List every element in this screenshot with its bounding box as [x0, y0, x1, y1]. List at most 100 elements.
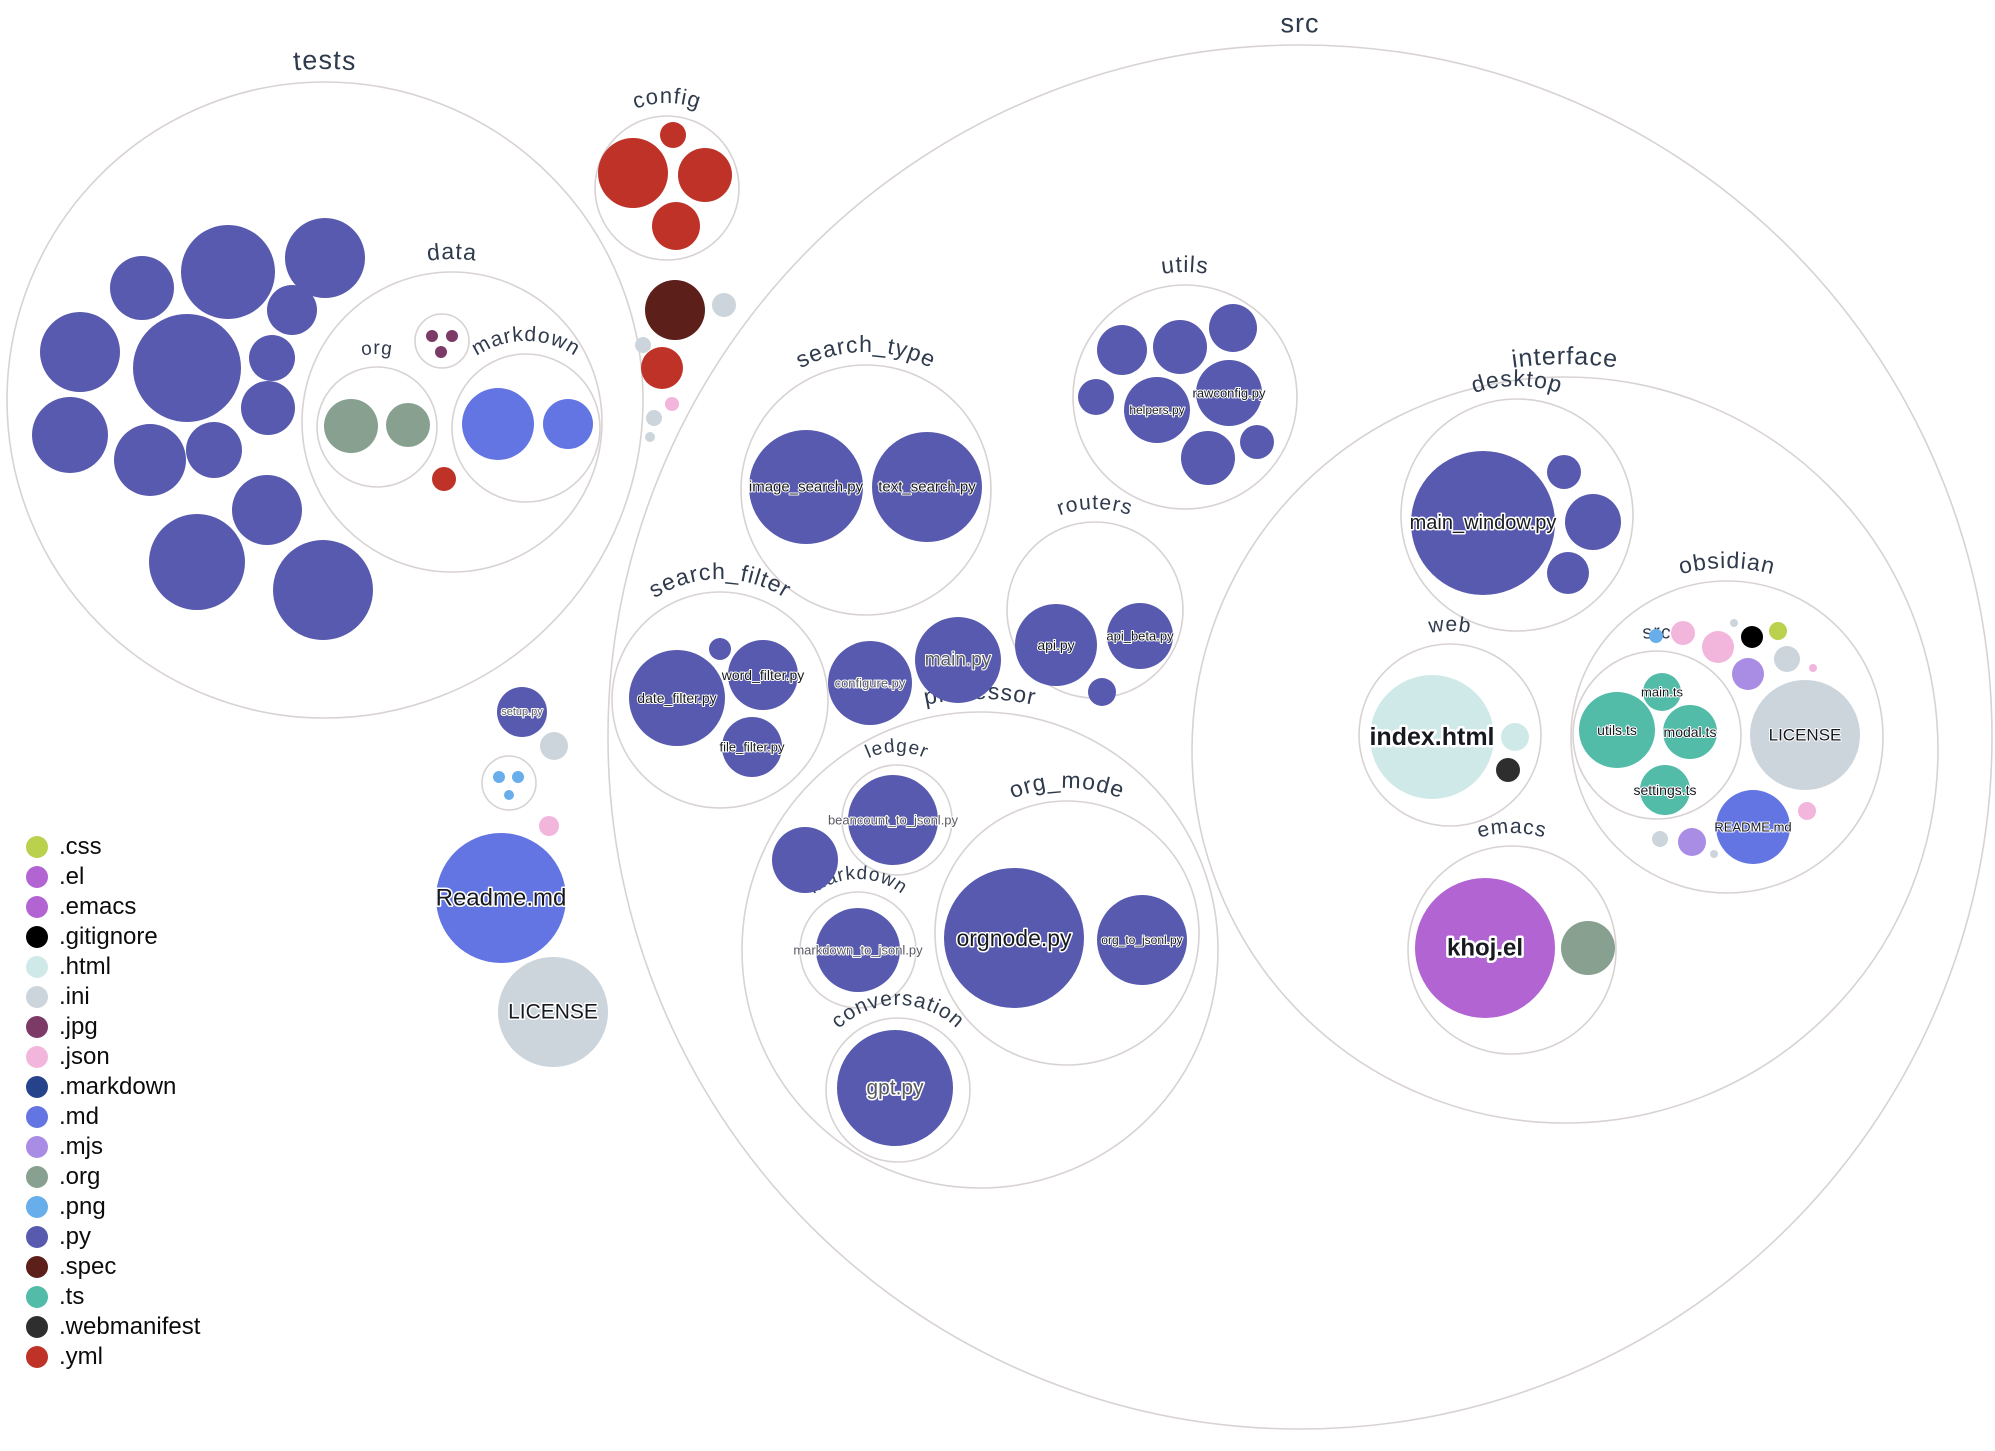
- legend-label-el: .el: [59, 863, 85, 890]
- legend-item-jpg: .jpg: [26, 1012, 200, 1042]
- legend-color-dot-markdown: [26, 1076, 48, 1098]
- file-readme-md-label: README.md: [1714, 820, 1791, 835]
- legend-label-gitignore: .gitignore: [59, 923, 158, 950]
- dir-tests-label: tests: [292, 45, 358, 76]
- legend-label-spec: .spec: [59, 1253, 117, 1280]
- legend-item-css: .css: [26, 832, 200, 862]
- legend-color-dot-org: [26, 1166, 48, 1188]
- file-ini-file-circle: [646, 410, 662, 426]
- dir-obsidian-src-circle: [1572, 650, 1742, 820]
- legend-color-dot-el: [26, 866, 48, 888]
- file-py-file-circle: [1240, 425, 1274, 459]
- legend-item-mjs: .mjs: [26, 1132, 200, 1162]
- file-jpg-file-circle: [426, 330, 438, 342]
- legend-item-md: .md: [26, 1102, 200, 1132]
- file-api-beta-py-circle: [1107, 603, 1173, 669]
- file-rawconfig-py-label: rawconfig.py: [1193, 386, 1266, 401]
- legend-label-py: .py: [59, 1223, 92, 1250]
- file-py-file-circle: [1547, 552, 1589, 594]
- legend-item-gitignore: .gitignore: [26, 922, 200, 952]
- legend-item-html: .html: [26, 952, 200, 982]
- file-py-file-circle: [186, 422, 242, 478]
- file-py-file-circle: [181, 225, 275, 319]
- legend-color-dot-jpg: [26, 1016, 48, 1038]
- dir-processor-conversation-label: conversation: [827, 987, 969, 1033]
- file-date-filter-py-circle: [629, 650, 725, 746]
- file-image-search-py-circle: [749, 430, 863, 544]
- file-index-html-circle: [1370, 675, 1494, 799]
- file-py-file-circle: [32, 397, 108, 473]
- file-json-file-circle: [1798, 802, 1816, 820]
- file-ini-file-circle: [1774, 646, 1800, 672]
- legend-color-dot-html: [26, 956, 48, 978]
- legend-label-png: .png: [59, 1193, 106, 1220]
- file-py-file-circle: [1097, 325, 1147, 375]
- dir-interface-obsidian-label: obsidian: [1676, 547, 1778, 579]
- file-py-file-circle: [267, 285, 317, 335]
- dir-interface-obsidian-circle: [1570, 580, 1884, 894]
- file-file-filter-py-circle: [722, 717, 782, 777]
- file-khoj-el-label: khoj.el: [1447, 935, 1523, 962]
- file-py-file-circle: [285, 218, 365, 298]
- file-py-file-circle: [273, 540, 373, 640]
- dir-interface-emacs-label: emacs: [1475, 815, 1549, 843]
- file-ini-file-circle: [1730, 619, 1738, 627]
- file-markdown-to-jsonl-py-label: markdown_to_jsonl.py: [793, 943, 923, 958]
- file-py-file-circle: [709, 638, 731, 660]
- legend-label-jpg: .jpg: [59, 1013, 98, 1040]
- file-orgnode-py-label: orgnode.py: [956, 925, 1072, 951]
- legend-item-emacs: .emacs: [26, 892, 200, 922]
- file-ini-file-circle: [1710, 850, 1718, 858]
- file-json-file-circle: [1671, 621, 1695, 645]
- legend-label-ini: .ini: [59, 983, 90, 1010]
- file-png-file-circle: [512, 771, 524, 783]
- file-configure-py-circle: [828, 641, 912, 725]
- dir-tests-data-circle: [301, 271, 603, 573]
- file-json-file-circle: [665, 397, 679, 411]
- file-text-search-py-circle: [872, 432, 982, 542]
- legend-item-png: .png: [26, 1192, 200, 1222]
- file-main-py-label: main.py: [925, 650, 992, 671]
- file-helpers-py-label: helpers.py: [1129, 403, 1184, 417]
- file-mjs-file-circle: [1678, 828, 1706, 856]
- file-setup-py-label: setup.py: [501, 706, 543, 718]
- file-py-file-circle: [241, 381, 295, 435]
- file-settings-ts-label: settings.ts: [1633, 782, 1696, 798]
- file-py-file-circle: [249, 335, 295, 381]
- dir-utils-label: utils: [1159, 251, 1210, 279]
- dir-processor-conversation-circle: [825, 1017, 971, 1163]
- file-setup-py-circle: [497, 687, 547, 737]
- dir-src-label: src: [1280, 8, 1320, 38]
- file-org-file-circle: [1561, 921, 1615, 975]
- file-py-file-circle: [133, 314, 241, 422]
- file-yml-file-circle: [432, 467, 456, 491]
- file-readme-md-circle: [1716, 790, 1790, 864]
- legend-color-dot-spec: [26, 1256, 48, 1278]
- file-png-file-circle: [1649, 629, 1663, 643]
- file-yml-file-circle: [598, 138, 668, 208]
- legend-color-dot-emacs: [26, 896, 48, 918]
- file-beancount-to-jsonl-py-label: beancount_to_jsonl.py: [828, 813, 959, 828]
- legend-item-el: .el: [26, 862, 200, 892]
- file-orgnode-py-circle: [944, 868, 1084, 1008]
- file-py-file-circle: [114, 424, 186, 496]
- file-main-window-py-circle: [1411, 451, 1555, 595]
- file-md-file-circle: [543, 399, 593, 449]
- file-license-label: LICENSE: [1769, 726, 1842, 745]
- file-utils-ts-circle: [1579, 692, 1655, 768]
- legend-item-markdown: .markdown: [26, 1072, 200, 1102]
- file-py-file-circle: [1088, 678, 1116, 706]
- dir-utils-circle: [1072, 284, 1298, 510]
- dir-search-filter-label: search_filter: [644, 558, 796, 603]
- dir-tests-data-markdown-label: markdown: [468, 323, 585, 361]
- legend-item-ts: .ts: [26, 1282, 200, 1312]
- legend-item-org: .org: [26, 1162, 200, 1192]
- legend-color-dot-gitignore: [26, 926, 48, 948]
- file-mjs-file-circle: [1732, 658, 1764, 690]
- legend-color-dot-ts: [26, 1286, 48, 1308]
- file-main-ts-label: main.ts: [1641, 685, 1683, 700]
- file-date-filter-py-label: date_filter.py: [637, 690, 716, 706]
- dir-config-circle: [594, 115, 740, 261]
- file-settings-ts-circle: [1640, 765, 1690, 815]
